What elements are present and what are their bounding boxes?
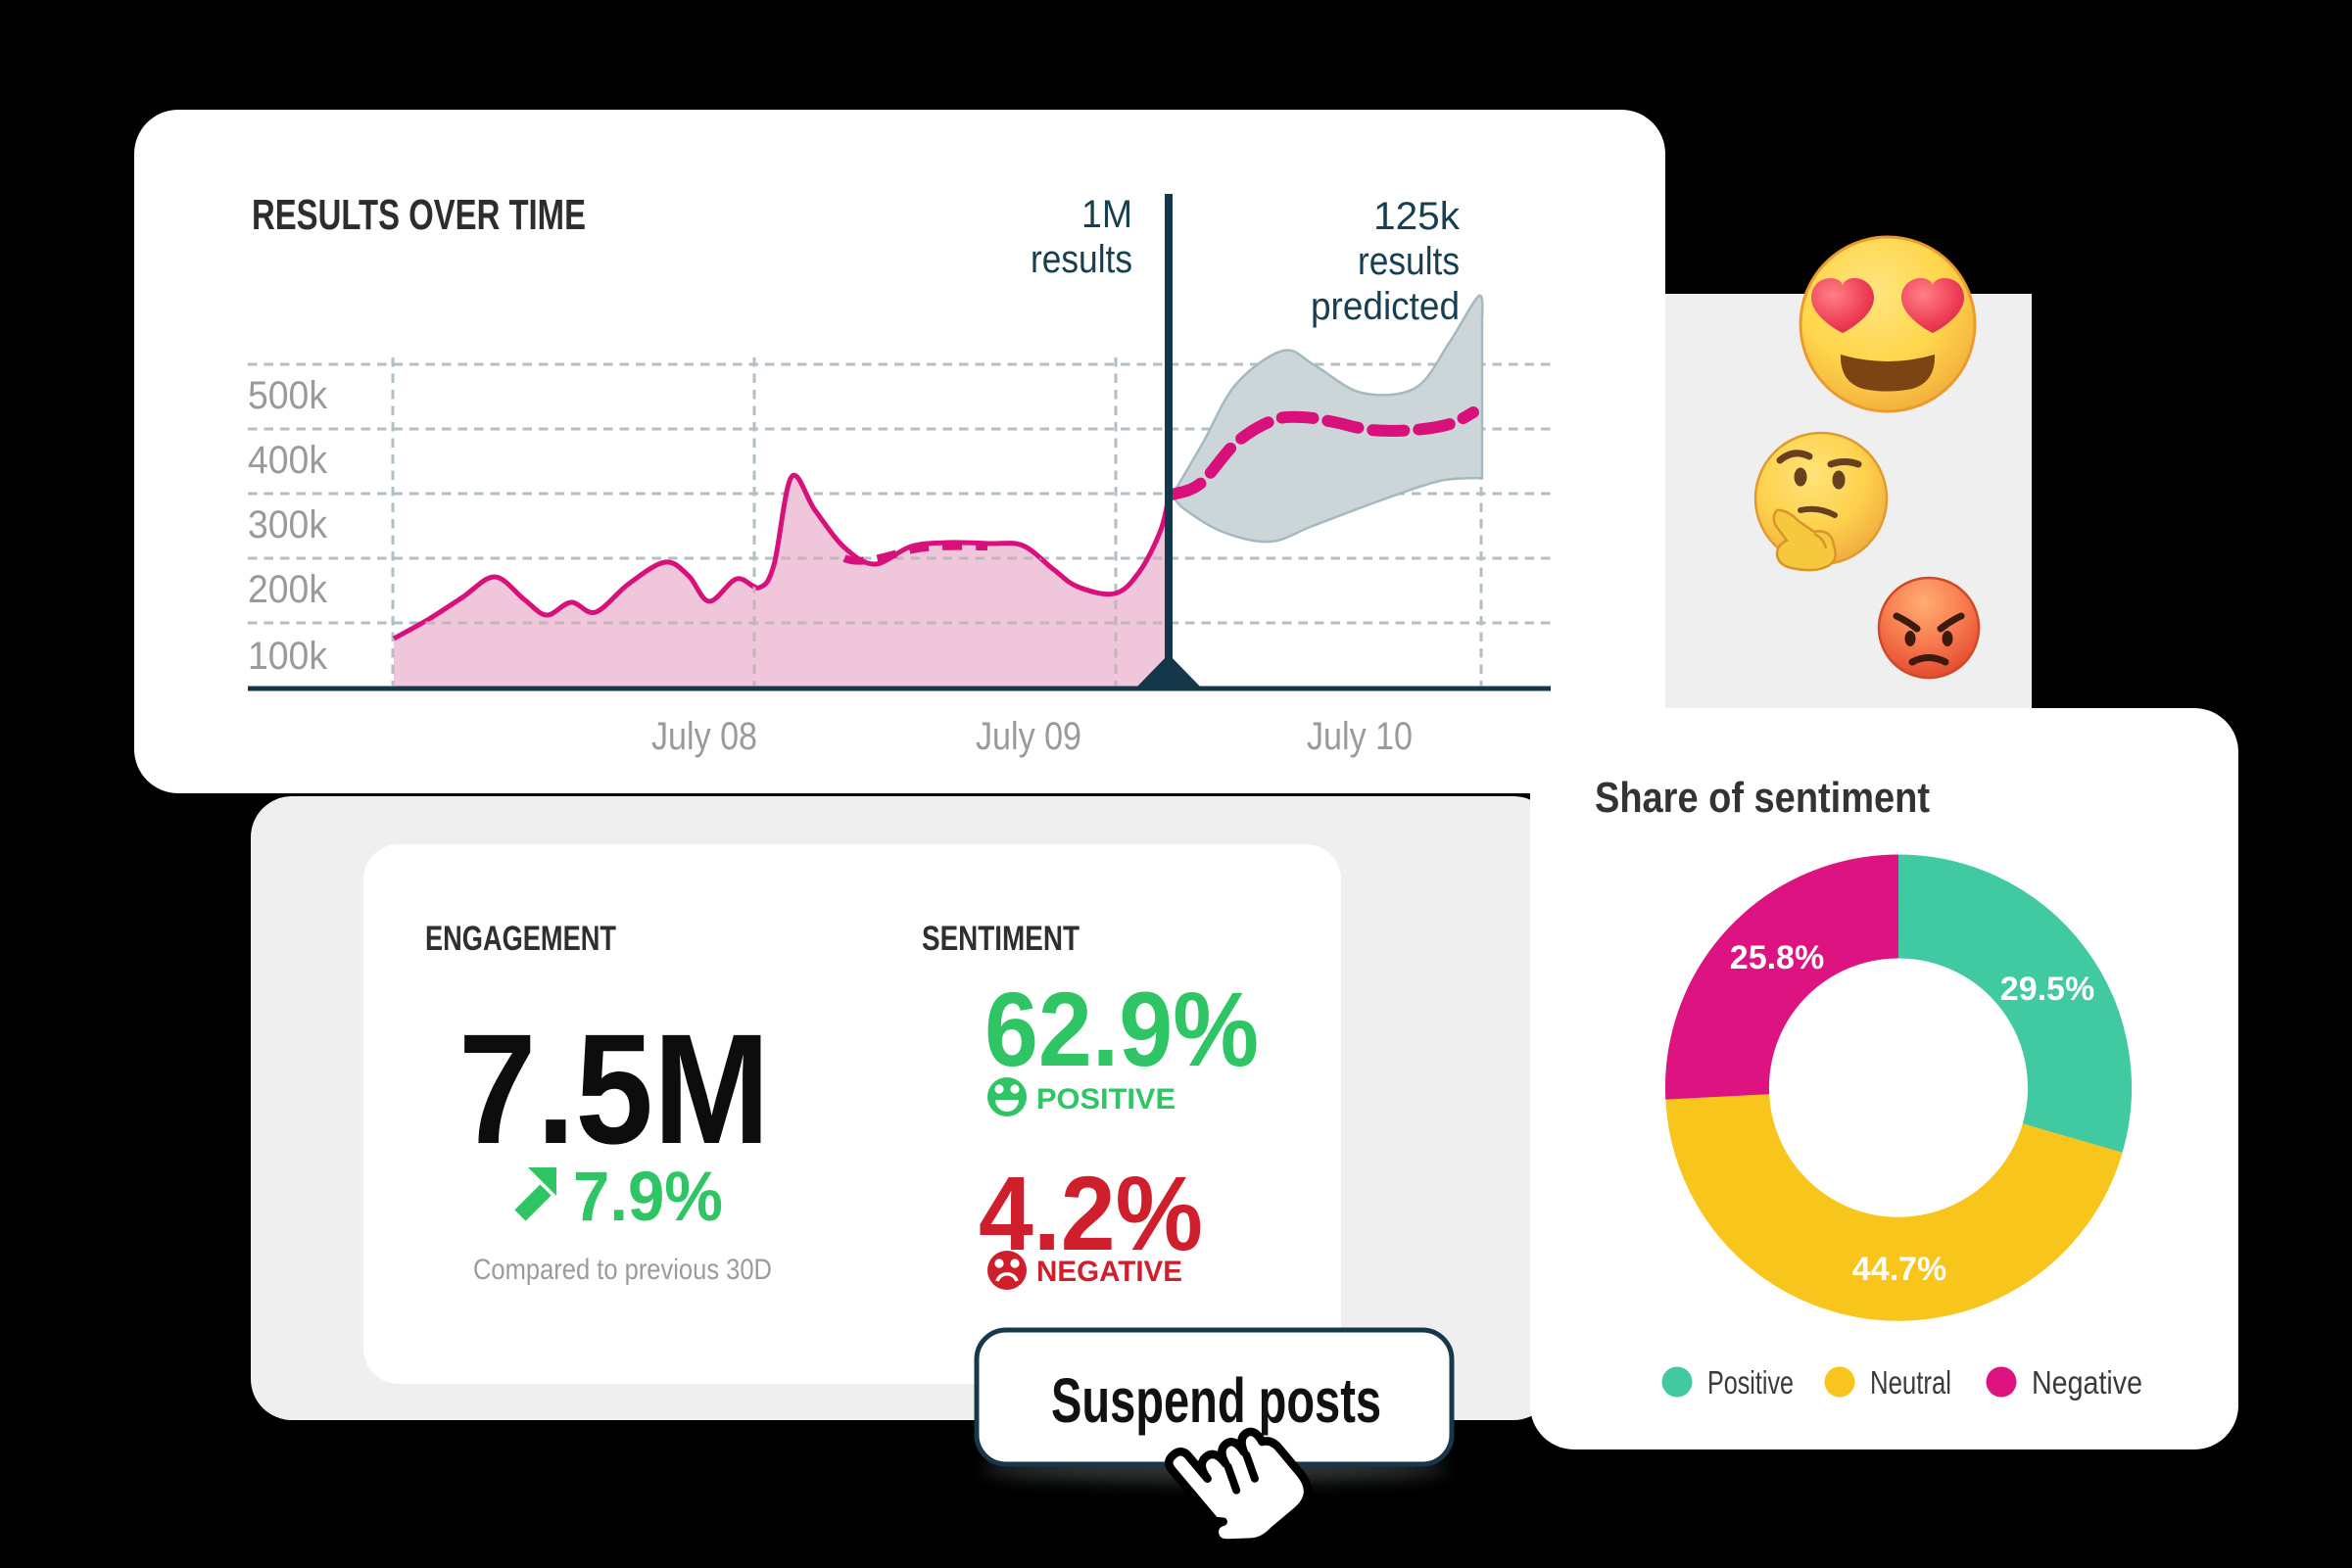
svg-text:results: results	[1031, 238, 1132, 281]
svg-text:300k: 300k	[248, 503, 328, 546]
svg-text:Negative: Negative	[2032, 1364, 2142, 1401]
svg-text:400k: 400k	[248, 439, 328, 482]
svg-text:Compared to previous 30D: Compared to previous 30D	[473, 1254, 772, 1286]
svg-text:Suspend posts: Suspend posts	[1051, 1365, 1381, 1436]
svg-text:RESULTS OVER TIME: RESULTS OVER TIME	[252, 191, 586, 239]
svg-text:July 10: July 10	[1307, 715, 1413, 758]
svg-text:4.2%: 4.2%	[979, 1154, 1203, 1272]
svg-text:125k: 125k	[1373, 195, 1461, 238]
svg-text:Neutral: Neutral	[1870, 1364, 1951, 1401]
svg-text:NEGATIVE: NEGATIVE	[1036, 1256, 1182, 1288]
svg-text:7.9%: 7.9%	[573, 1159, 723, 1236]
svg-text:7.5M: 7.5M	[458, 1001, 770, 1176]
svg-text:July 08: July 08	[651, 715, 757, 758]
svg-text:100k: 100k	[248, 635, 328, 678]
svg-text:predicted: predicted	[1311, 285, 1460, 328]
svg-text:POSITIVE: POSITIVE	[1036, 1083, 1176, 1116]
svg-text:200k: 200k	[248, 568, 328, 611]
svg-text:results: results	[1358, 240, 1460, 283]
svg-text:July 09: July 09	[976, 715, 1081, 758]
svg-text:62.9%: 62.9%	[984, 970, 1259, 1088]
svg-text:SENTIMENT: SENTIMENT	[922, 920, 1080, 958]
svg-text:ENGAGEMENT: ENGAGEMENT	[425, 920, 616, 958]
svg-text:Positive: Positive	[1707, 1364, 1794, 1401]
svg-text:1M: 1M	[1081, 193, 1132, 236]
svg-text:Share of sentiment: Share of sentiment	[1595, 774, 1930, 822]
svg-text:29.5%: 29.5%	[2000, 971, 2094, 1008]
svg-text:25.8%: 25.8%	[1730, 939, 1824, 976]
svg-text:500k: 500k	[248, 374, 328, 417]
svg-text:44.7%: 44.7%	[1852, 1251, 1946, 1288]
